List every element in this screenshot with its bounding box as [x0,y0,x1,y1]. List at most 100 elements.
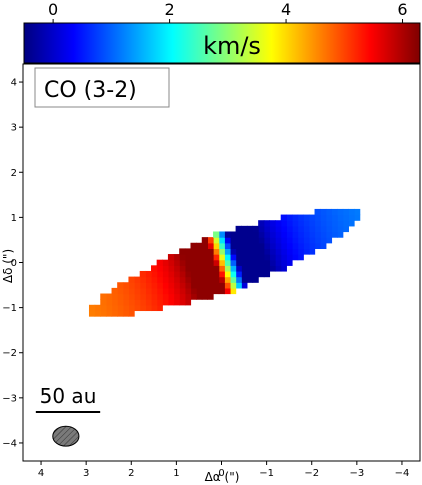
emission-pixel [229,237,237,244]
emission-pixel [201,265,209,272]
colorbar-tick-label: 0 [48,0,58,19]
emission-pixel [297,248,304,255]
emission-pixel [275,259,282,266]
emission-pixel [207,248,214,255]
emission-pixel [275,237,282,244]
emission-pixel [111,287,118,295]
emission-pixel [314,214,321,221]
emission-pixel [117,287,124,295]
emission-pixel [252,231,259,238]
x-tick-label: −4 [395,468,410,479]
emission-pixel [128,282,135,289]
emission-pixel [308,214,316,221]
emission-pixel [269,231,276,238]
emission-pixel [179,248,186,255]
emission-pixel [246,254,254,261]
emission-pixel [252,225,259,233]
emission-pixel [224,270,231,278]
emission-pixel [241,231,248,238]
emission-pixel [337,231,344,238]
emission-pixel [280,254,287,261]
emission-pixel [235,248,242,255]
emission-pixel [320,242,327,250]
y-tick-label: −4 [2,438,17,449]
emission-pixel [122,310,130,317]
emission-pixel [201,254,209,261]
emission-pixel [280,214,287,221]
emission-pixel [314,225,321,233]
emission-pixel [241,242,248,250]
emission-pixel [275,220,282,227]
emission-pixel [337,220,344,227]
emission-pixel [280,231,287,238]
emission-pixel [252,270,259,278]
emission-pixel [145,276,152,283]
emission-pixel [314,237,321,244]
emission-pixel [224,265,231,272]
emission-pixel [269,259,276,266]
plot-area: 4 3 2 1 0 −1 −2 −3 −4 4 3 2 1 0 −1 −2 −3 −4 [2,63,421,479]
emission-pixel [320,231,327,238]
emission-pixel [207,242,214,250]
emission-pixel [196,254,203,261]
emission-pixel [179,287,186,295]
emission-pixel [348,220,355,227]
emission-pixel [167,259,175,266]
emission-pixel [252,254,259,261]
emission-pixel [258,225,265,233]
emission-pixel [218,276,225,283]
emission-pixel [207,270,214,278]
emission-pixel [325,237,333,244]
emission-pixel [151,287,158,295]
emission-pixel [218,231,225,238]
scale-bar-label: 50 au [40,384,97,408]
y-axis-ticks: 4 3 2 1 0 −1 −2 −3 −4 [2,78,23,449]
emission-pixel [263,231,271,238]
emission-pixel [162,293,169,300]
emission-pixel [235,231,242,238]
emission-pixel [308,231,316,238]
emission-pixel [207,293,214,300]
emission-pixel [94,310,101,317]
emission-pixel [297,225,304,233]
emission-pixel [308,225,316,233]
emission-pixel [167,270,175,278]
emission-pixel [246,225,254,233]
emission-pixel [105,304,113,312]
emission-pixel [151,276,158,283]
emission-pixel [246,248,254,255]
emission-pixel [218,254,225,261]
emission-pixel [258,248,265,255]
emission-pixel [308,248,316,255]
emission-pixel [246,237,254,244]
emission-pixel [325,208,333,216]
emission-pixel [196,293,203,300]
emission-pixel [167,287,175,295]
emission-pixel [128,293,135,300]
emission-pixel [139,299,146,306]
emission-pixel [213,248,220,255]
emission-pixel [229,276,237,283]
emission-pixel [196,276,203,283]
emission-pixel [286,237,293,244]
emission-pixel [252,237,259,244]
emission-pixel [128,310,135,317]
y-tick-label: −2 [2,348,17,359]
emission-pixel [173,254,180,261]
emission-pixel [201,259,209,266]
emission-pixel [241,259,248,266]
emission-pixel [117,282,124,289]
emission-pixel [354,208,361,216]
emission-pixel [337,208,344,216]
emission-pixel [184,270,192,278]
emission-pixel [269,220,276,227]
emission-pixel [201,287,209,295]
emission-pixel [213,276,220,283]
emission-pixel [213,282,220,289]
emission-pixel [151,282,158,289]
emission-pixel [207,254,214,261]
emission-pixel [162,276,169,283]
emission-pixel [297,214,304,221]
emission-pixel [275,225,282,233]
emission-pixel [246,259,254,266]
